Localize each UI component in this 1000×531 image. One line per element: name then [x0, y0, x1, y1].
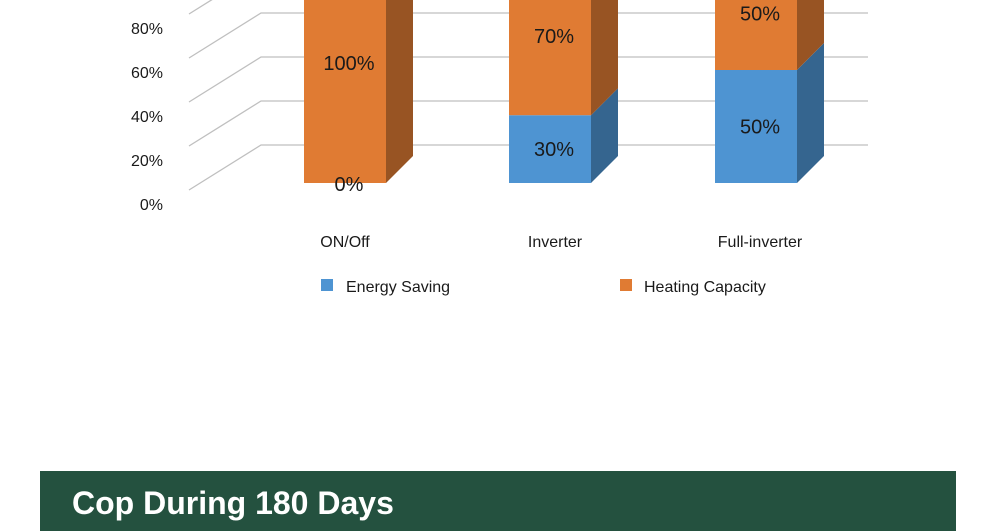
footer-title: Cop During 180 Days — [72, 485, 394, 521]
bar-side — [591, 0, 618, 116]
footer-banner: Cop During 180 Days — [40, 471, 956, 531]
y-tick-label: 60% — [131, 65, 163, 82]
bar-side — [797, 0, 824, 70]
legend-swatch — [321, 279, 333, 291]
gridline — [188, 56, 868, 103]
data-label: 50% — [740, 117, 780, 139]
data-label: 70% — [534, 26, 574, 48]
y-tick-label: 0% — [140, 197, 163, 214]
data-label: 0% — [335, 174, 364, 196]
bar-front-heating-capacity — [304, 0, 386, 183]
data-label: 30% — [534, 139, 574, 161]
gridline — [188, 100, 868, 147]
category-label: ON/Off — [320, 234, 370, 251]
category-label: Inverter — [528, 234, 583, 251]
bar-front-heating-capacity — [715, 0, 797, 70]
legend-swatch — [620, 279, 632, 291]
bar-front-energy-saving — [509, 115, 591, 183]
legend-label: Heating Capacity — [644, 279, 766, 296]
bar-side — [797, 43, 824, 183]
bar-side — [591, 88, 618, 183]
y-tick-label: 80% — [131, 21, 163, 38]
legend-label: Energy Saving — [346, 279, 450, 296]
stacked-bar-chart: 0% 20% 40% 60% 80% 0% 100% 30% 70% 50% 50% ON/Off In… — [131, 0, 868, 296]
gridline — [188, 12, 868, 59]
data-label: 50% — [740, 4, 780, 26]
y-tick-label: 40% — [131, 109, 163, 126]
data-label: 100% — [323, 53, 374, 75]
bar-side — [386, 0, 413, 183]
bar-front-energy-saving — [715, 70, 797, 183]
y-tick-label: 20% — [131, 153, 163, 170]
category-label: Full-inverter — [718, 234, 803, 251]
bar-front-heating-capacity — [509, 0, 591, 116]
gridline — [188, 144, 868, 191]
